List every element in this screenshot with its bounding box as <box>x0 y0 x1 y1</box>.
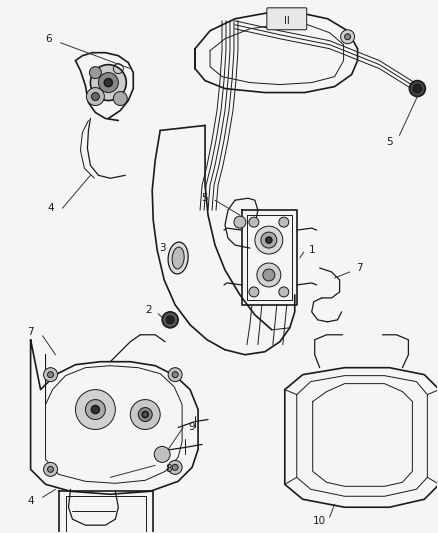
Circle shape <box>341 30 355 44</box>
Circle shape <box>263 269 275 281</box>
Ellipse shape <box>172 247 184 269</box>
Circle shape <box>162 312 178 328</box>
Circle shape <box>48 372 53 378</box>
Circle shape <box>104 78 112 86</box>
Circle shape <box>413 85 421 93</box>
Text: 7: 7 <box>27 327 34 337</box>
Text: 9: 9 <box>189 423 195 432</box>
Circle shape <box>257 263 281 287</box>
Text: 4: 4 <box>27 496 34 506</box>
Circle shape <box>168 461 182 474</box>
Circle shape <box>90 64 126 101</box>
Circle shape <box>92 406 99 414</box>
Text: 10: 10 <box>313 516 326 526</box>
Circle shape <box>113 92 127 106</box>
Circle shape <box>75 390 115 430</box>
Text: 2: 2 <box>145 305 152 315</box>
Circle shape <box>266 237 272 243</box>
Circle shape <box>99 72 118 93</box>
Circle shape <box>154 447 170 462</box>
Circle shape <box>172 464 178 470</box>
Text: 6: 6 <box>45 34 52 44</box>
FancyBboxPatch shape <box>267 8 307 30</box>
Circle shape <box>234 216 246 228</box>
Circle shape <box>172 372 178 378</box>
Text: II: II <box>284 16 290 26</box>
Ellipse shape <box>168 242 188 274</box>
Circle shape <box>261 232 277 248</box>
Circle shape <box>279 217 289 227</box>
Circle shape <box>168 368 182 382</box>
Circle shape <box>345 34 350 40</box>
Circle shape <box>142 411 148 417</box>
Circle shape <box>48 466 53 472</box>
Circle shape <box>89 67 101 78</box>
Circle shape <box>138 408 152 422</box>
Text: 1: 1 <box>308 245 315 255</box>
Circle shape <box>279 287 289 297</box>
Circle shape <box>85 400 106 419</box>
Text: 4: 4 <box>47 203 54 213</box>
Circle shape <box>255 226 283 254</box>
Text: 5: 5 <box>386 138 393 148</box>
Circle shape <box>92 93 99 101</box>
Text: 8: 8 <box>165 464 171 474</box>
Circle shape <box>130 400 160 430</box>
Circle shape <box>410 80 425 96</box>
Text: 3: 3 <box>159 243 166 253</box>
Circle shape <box>43 368 57 382</box>
Circle shape <box>43 462 57 477</box>
Circle shape <box>166 316 174 324</box>
Text: 7: 7 <box>356 263 363 273</box>
Text: 5: 5 <box>201 193 207 203</box>
Circle shape <box>249 287 259 297</box>
Circle shape <box>86 87 104 106</box>
Circle shape <box>249 217 259 227</box>
